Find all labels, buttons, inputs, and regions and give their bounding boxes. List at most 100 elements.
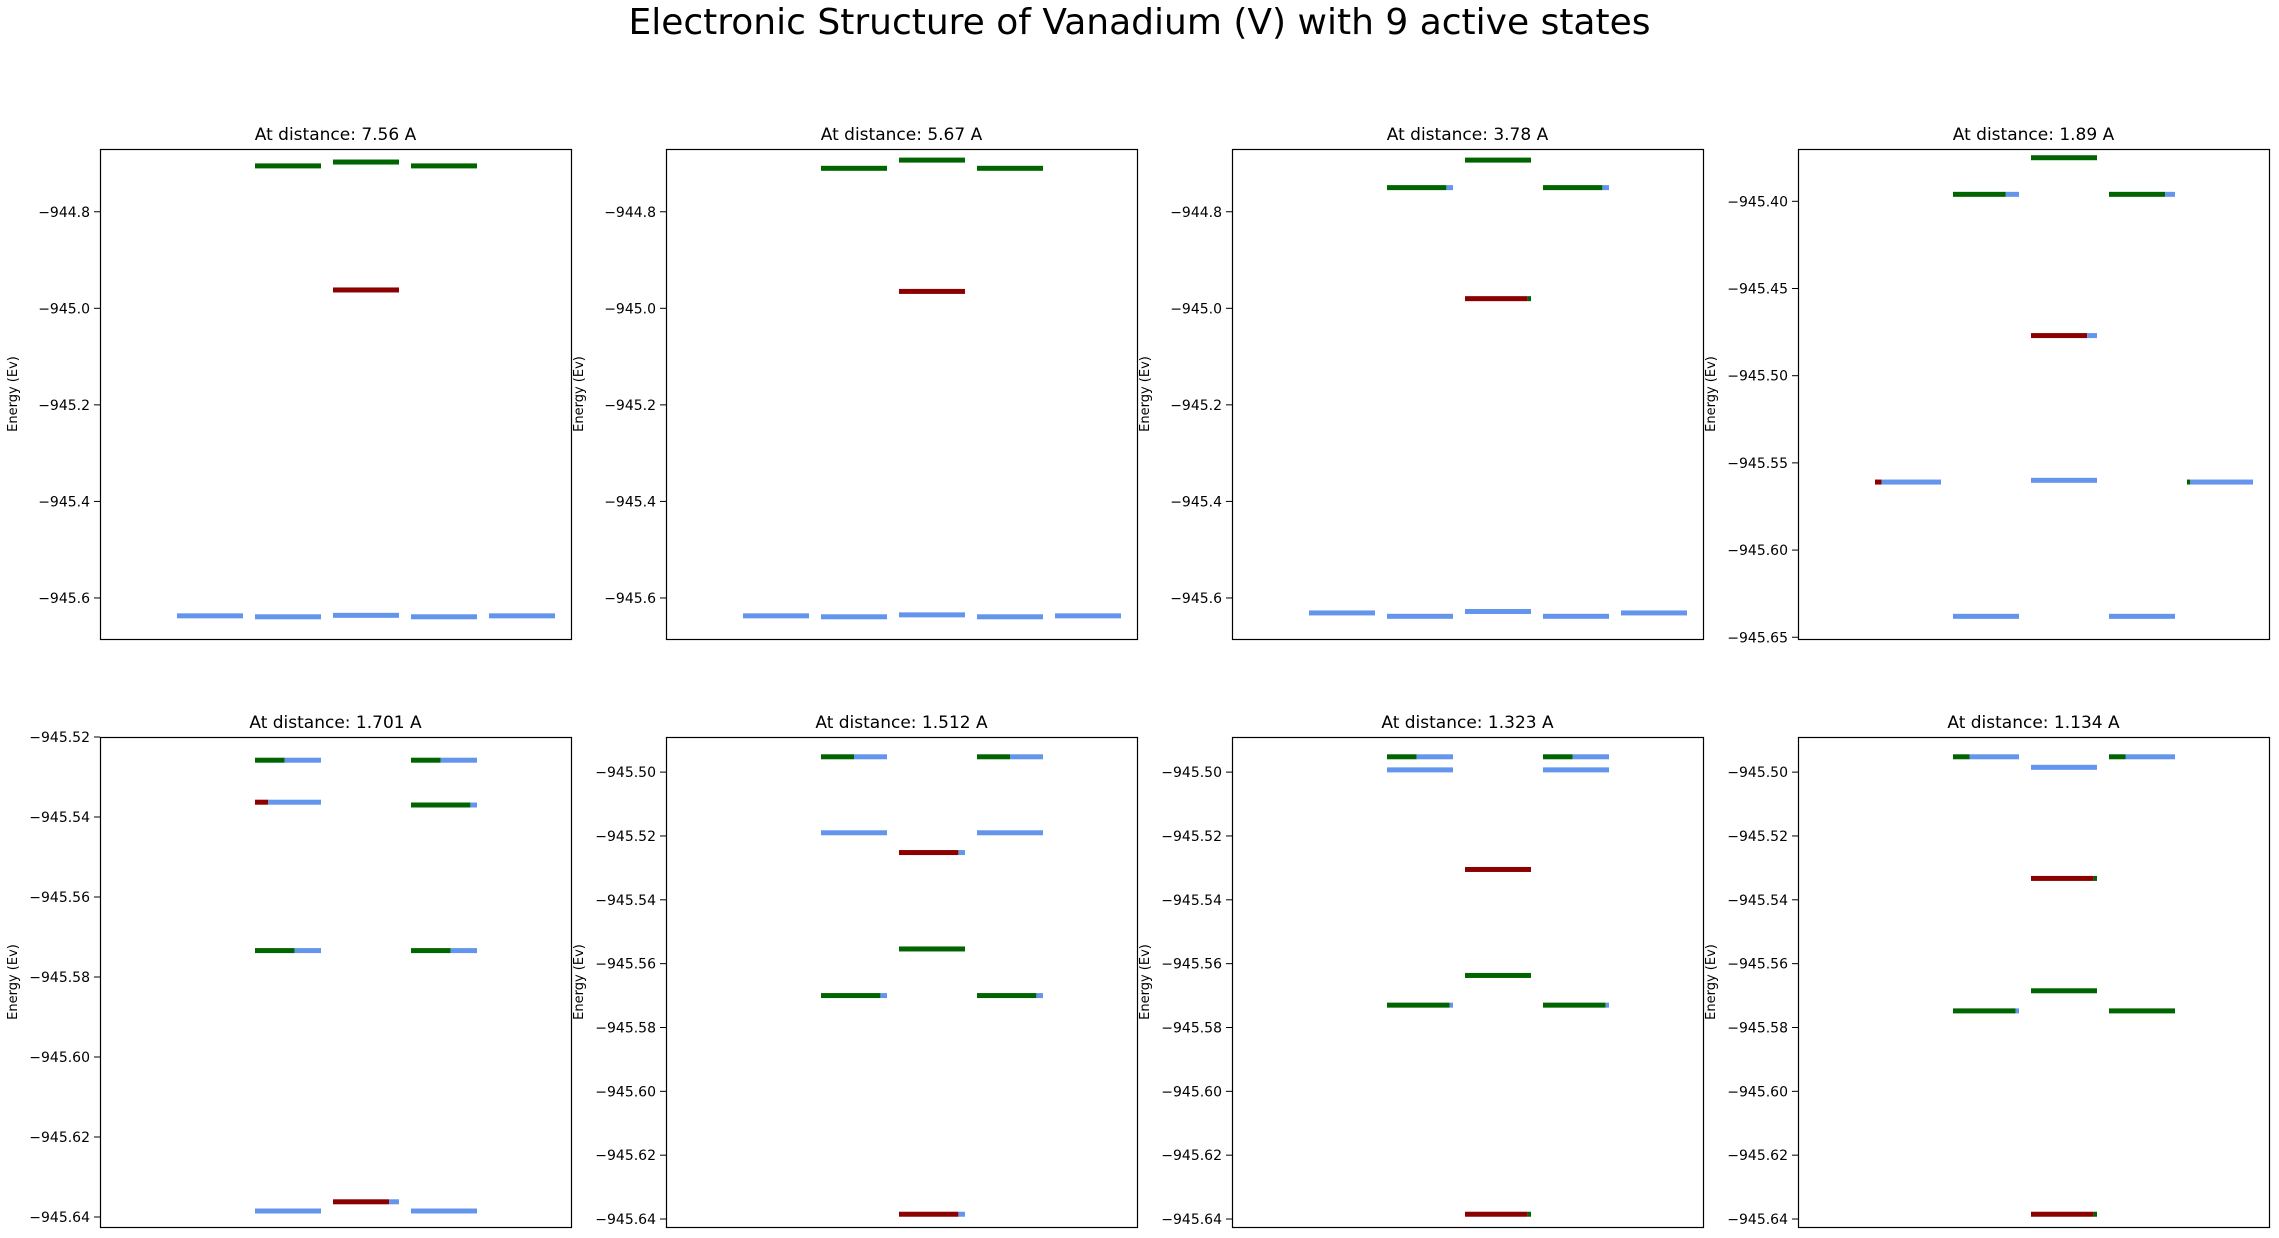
axes-frame bbox=[1797, 148, 2271, 641]
y-axis-label: Energy (Ev) bbox=[1138, 944, 1153, 1020]
level-segment-green bbox=[1465, 157, 1531, 163]
energy-level bbox=[1543, 613, 1609, 619]
level-segment-blue bbox=[899, 612, 965, 618]
level-segment-blue bbox=[821, 614, 887, 620]
energy-level bbox=[1465, 1211, 1531, 1217]
energy-level bbox=[2109, 191, 2175, 197]
energy-level bbox=[1543, 767, 1609, 773]
level-segment-green bbox=[255, 757, 285, 763]
y-tick-label: −945.62 bbox=[1727, 1148, 1788, 1164]
level-segment-blue bbox=[743, 613, 809, 619]
y-tick-label: −945.54 bbox=[1161, 893, 1222, 909]
axes-frame bbox=[1231, 148, 1705, 641]
energy-level bbox=[411, 1208, 477, 1214]
energy-level bbox=[333, 612, 399, 618]
level-segment-green bbox=[411, 757, 441, 763]
level-segment-green bbox=[2093, 875, 2097, 881]
level-segment-red bbox=[2031, 875, 2094, 881]
y-tick-label: −945.50 bbox=[1161, 765, 1222, 781]
level-segment-green bbox=[899, 946, 965, 952]
level-segment-green bbox=[977, 165, 1043, 171]
level-segment-blue bbox=[1572, 754, 1609, 760]
level-segment-red bbox=[1465, 296, 1528, 302]
y-tick-label: −945.55 bbox=[1727, 456, 1788, 472]
level-segment-blue bbox=[2109, 613, 2175, 619]
y-tick-label: −945.58 bbox=[1161, 1020, 1222, 1036]
energy-level bbox=[255, 948, 321, 954]
y-tick-label: −945.52 bbox=[29, 730, 90, 746]
level-segment-red bbox=[899, 850, 959, 856]
energy-level bbox=[1309, 610, 1375, 616]
y-tick-label: −945.52 bbox=[1161, 829, 1222, 845]
energy-level bbox=[1387, 613, 1453, 619]
level-segment-green bbox=[2093, 1211, 2097, 1217]
level-segment-blue bbox=[177, 613, 243, 619]
energy-level bbox=[2109, 754, 2175, 760]
energy-panel: At distance: 7.56 A Energy (Ev) −944.8 −945… bbox=[6, 125, 573, 641]
level-segment-blue bbox=[958, 850, 965, 856]
y-tick-label: −944.8 bbox=[38, 205, 90, 221]
level-segment-green bbox=[1953, 754, 1970, 760]
level-segment-blue bbox=[2031, 764, 2097, 770]
energy-level bbox=[2031, 477, 2097, 483]
energy-level bbox=[821, 165, 887, 171]
energy-level bbox=[899, 157, 965, 163]
y-tick-label: −945.58 bbox=[29, 970, 90, 986]
level-segment-green bbox=[2109, 754, 2126, 760]
energy-level bbox=[977, 830, 1043, 836]
level-segment-blue bbox=[268, 799, 321, 805]
level-segment-green bbox=[1387, 185, 1447, 191]
energy-level bbox=[899, 1211, 965, 1217]
level-segment-green bbox=[1527, 1211, 1531, 1217]
level-segment-green bbox=[1465, 972, 1531, 978]
axes-frame bbox=[99, 148, 573, 641]
level-segment-blue bbox=[958, 1211, 965, 1217]
y-tick-label: −944.8 bbox=[1170, 205, 1222, 221]
level-segment-blue bbox=[1953, 613, 2019, 619]
level-segment-red bbox=[333, 1199, 390, 1205]
axes-frame bbox=[1797, 736, 2271, 1229]
level-segment-green bbox=[1953, 1008, 2016, 1014]
y-tick-label: −945.65 bbox=[1727, 630, 1788, 646]
energy-level bbox=[1465, 157, 1531, 163]
level-segment-green bbox=[411, 163, 477, 169]
level-segment-blue bbox=[470, 802, 477, 808]
level-segment-blue bbox=[1309, 610, 1375, 616]
level-segment-red bbox=[1465, 866, 1531, 872]
energy-level bbox=[333, 1199, 399, 1205]
y-tick-label: −945.56 bbox=[29, 890, 90, 906]
y-tick-label: −945.56 bbox=[1161, 957, 1222, 973]
y-tick-label: −945.2 bbox=[1170, 398, 1222, 414]
y-tick-label: −945.50 bbox=[1727, 765, 1788, 781]
energy-panel: At distance: 1.701 A Energy (Ev) −945.52 −9… bbox=[6, 713, 573, 1229]
y-tick-label: −945.0 bbox=[1170, 301, 1222, 317]
energy-level bbox=[2109, 613, 2175, 619]
level-segment-blue bbox=[1387, 613, 1453, 619]
level-segment-red bbox=[899, 1211, 959, 1217]
level-segment-blue bbox=[2031, 477, 2097, 483]
energy-level bbox=[1875, 479, 1941, 485]
level-segment-blue bbox=[440, 757, 477, 763]
y-tick-label: −945.64 bbox=[1727, 1212, 1788, 1228]
y-tick-label: −945.58 bbox=[595, 1020, 656, 1036]
level-segment-blue bbox=[389, 1199, 399, 1205]
level-segment-green bbox=[255, 163, 321, 169]
level-segment-blue bbox=[1465, 608, 1531, 614]
energy-level bbox=[899, 612, 965, 618]
energy-level bbox=[1465, 866, 1531, 872]
energy-level bbox=[977, 165, 1043, 171]
energy-level bbox=[1387, 754, 1453, 760]
level-segment-green bbox=[2187, 479, 2191, 485]
level-segment-green bbox=[1953, 191, 2006, 197]
level-segment-red bbox=[255, 799, 269, 805]
level-segment-green bbox=[2109, 191, 2166, 197]
y-tick-label: −945.62 bbox=[1161, 1148, 1222, 1164]
y-tick-label: −945.6 bbox=[38, 591, 90, 607]
energy-level bbox=[333, 287, 399, 293]
level-segment-blue bbox=[1387, 767, 1453, 773]
energy-level bbox=[977, 993, 1043, 999]
y-tick-label: −945.4 bbox=[604, 494, 656, 510]
energy-level bbox=[899, 850, 965, 856]
level-segment-red bbox=[2031, 333, 2088, 339]
energy-level bbox=[411, 614, 477, 620]
